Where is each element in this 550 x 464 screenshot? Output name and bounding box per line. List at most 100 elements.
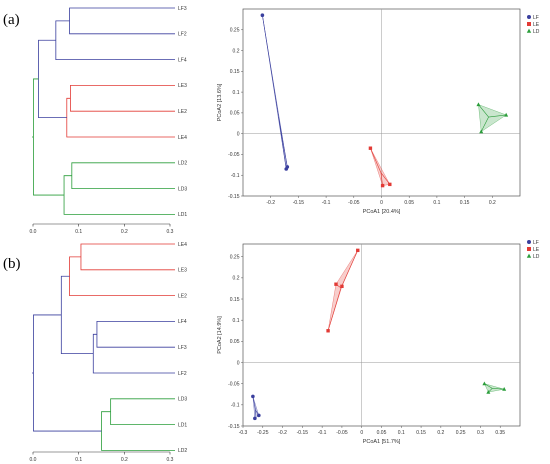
dendrogram-leaf-label: LE3 xyxy=(178,268,187,274)
y-tick-label: -0.1 xyxy=(231,173,240,179)
x-tick-label: 0.35 xyxy=(495,430,505,436)
legend-marker-le xyxy=(527,247,531,251)
y-tick-label: 0.2 xyxy=(233,48,240,54)
y-axis-title: PCoA2 [13.6%] xyxy=(217,83,223,121)
group-hull-le xyxy=(327,250,358,331)
y-tick-label: 0.15 xyxy=(230,297,240,303)
data-point-ld xyxy=(486,389,491,394)
dendrogram-tick-label: 0.1 xyxy=(75,457,82,463)
x-tick-label: 0.15 xyxy=(416,430,426,436)
y-tick-label: 0 xyxy=(237,360,240,366)
dendrogram-branch xyxy=(33,314,102,432)
y-tick-label: -0.05 xyxy=(228,152,240,158)
dendrogram-tick-label: 0.0 xyxy=(30,229,37,235)
x-tick-label: -0.2 xyxy=(266,200,275,206)
legend-marker-lf xyxy=(527,15,531,19)
x-tick-label: 0.1 xyxy=(398,430,405,436)
dendrogram-a: LF3 LF2 LF4 LE3 LE2 LE4 LD2 LD3 LD1 0.0 0.1 0.2 0.3 xyxy=(30,6,188,235)
data-point-le xyxy=(356,248,360,253)
legend-marker-ld xyxy=(526,28,532,33)
panel-a-label: (a) xyxy=(3,12,20,28)
data-point-lf xyxy=(260,13,265,18)
dendrogram-leaf-label: LD3 xyxy=(178,397,187,403)
dendrogram-branch xyxy=(110,398,175,425)
data-point-ld xyxy=(482,381,487,386)
y-tick-label: -0.15 xyxy=(228,424,240,430)
panel-a: (a) LF3 LF2 LF4 LE3 LE2 LE4 LD2 LD3 LD1 0.0 0.1 0.2… xyxy=(3,6,540,235)
x-tick-label: 0.2 xyxy=(489,200,496,206)
legend-marker-lf xyxy=(527,240,531,244)
group-spoke-lf xyxy=(262,15,279,118)
dendrogram-branch xyxy=(33,78,65,196)
dendrogram-tick-label: 0.0 xyxy=(30,457,37,463)
dendrogram-branch xyxy=(63,175,175,215)
y-tick-label: 0.05 xyxy=(230,111,240,117)
data-point-lf xyxy=(253,416,257,421)
group-spoke-ld xyxy=(492,388,505,390)
x-tick-label: 0.25 xyxy=(456,430,466,436)
pcoa-plot-b: -0.3 -0.25 -0.2 -0.15 -0.1 -0.05 0 0.05 0.1 0.15 0… xyxy=(217,240,540,445)
x-tick-label: -0.05 xyxy=(348,200,360,206)
dendrogram-leaf-label: LE4 xyxy=(178,135,187,141)
dendrogram-branch xyxy=(69,256,175,296)
group-spoke-lf xyxy=(278,116,288,167)
dendrogram-tick-label: 0.3 xyxy=(167,229,174,235)
y-tick-label: 0 xyxy=(237,131,240,137)
group-spoke-lf xyxy=(252,396,256,411)
data-point-le xyxy=(380,183,385,188)
x-tick-label: 0.2 xyxy=(437,430,444,436)
x-tick-label: 0.15 xyxy=(460,200,470,206)
group-spoke-le xyxy=(380,172,383,186)
group-spoke-ld xyxy=(480,116,489,132)
data-point-ld xyxy=(502,386,507,391)
legend-label-lf: LF xyxy=(533,240,539,246)
x-tick-label: 0 xyxy=(380,200,383,206)
data-point-le xyxy=(334,282,338,286)
data-point-le xyxy=(368,146,373,150)
dendrogram-tick-label: 0.2 xyxy=(121,457,128,463)
group-spoke-ld xyxy=(478,104,489,118)
dendrogram-branch xyxy=(80,243,175,271)
dendrogram-leaf-label: LD2 xyxy=(178,448,187,454)
legend-marker-le xyxy=(527,22,531,26)
legend-label-le: LE xyxy=(533,22,540,28)
x-tick-label: -0.15 xyxy=(293,200,305,206)
y-tick-label: 0.15 xyxy=(230,69,240,75)
y-tick-label: -0.15 xyxy=(228,194,240,200)
group-spoke-ld xyxy=(488,114,507,118)
x-tick-label: 0.05 xyxy=(404,200,414,206)
dendrogram-branch xyxy=(55,20,175,60)
dendrogram-leaf-label: LF3 xyxy=(178,6,187,12)
dendrogram-tick-label: 0.1 xyxy=(75,229,82,235)
dendrogram-leaf-label: LF4 xyxy=(178,319,187,325)
data-point-lf xyxy=(257,413,261,418)
dendrogram-branch xyxy=(96,321,175,348)
legend-marker-ld xyxy=(526,253,532,258)
x-tick-label: -0.3 xyxy=(239,430,248,436)
group-spoke-le xyxy=(370,148,382,173)
group-hull-ld xyxy=(483,383,505,393)
dendrogram-leaf-label: LF4 xyxy=(178,57,187,63)
dendrogram-branch xyxy=(101,411,175,451)
x-tick-label: -0.25 xyxy=(257,430,269,436)
group-hull-le xyxy=(370,148,391,186)
y-tick-label: -0.1 xyxy=(231,403,240,409)
x-tick-label: -0.1 xyxy=(318,430,327,436)
group-spoke-le xyxy=(340,250,359,289)
panel-b: (b) LE4 LE3 LE2 LF4 LF3 LF2 LD3 LD1 LD2 0.0 0.1 0.2… xyxy=(3,240,540,463)
y-axis-title: PCoA2 [14.9%] xyxy=(217,316,223,354)
data-point-ld xyxy=(476,102,481,107)
legend-label-le: LE xyxy=(533,247,540,253)
dendrogram-leaf-label: LF2 xyxy=(178,32,187,38)
dendrogram-branch xyxy=(38,39,67,119)
dendrogram-leaf-label: LF3 xyxy=(178,345,187,351)
y-tick-label: 0.1 xyxy=(233,90,240,96)
dendrogram-branch xyxy=(92,333,175,374)
dendrogram-leaf-label: LE2 xyxy=(178,293,187,299)
legend-label-ld: LD xyxy=(533,29,540,35)
x-tick-label: -0.05 xyxy=(336,430,348,436)
data-point-lf xyxy=(285,165,290,169)
y-tick-label: 0.1 xyxy=(233,318,240,324)
data-point-le xyxy=(388,182,392,187)
dendrogram-leaf-label: LD2 xyxy=(178,161,187,167)
